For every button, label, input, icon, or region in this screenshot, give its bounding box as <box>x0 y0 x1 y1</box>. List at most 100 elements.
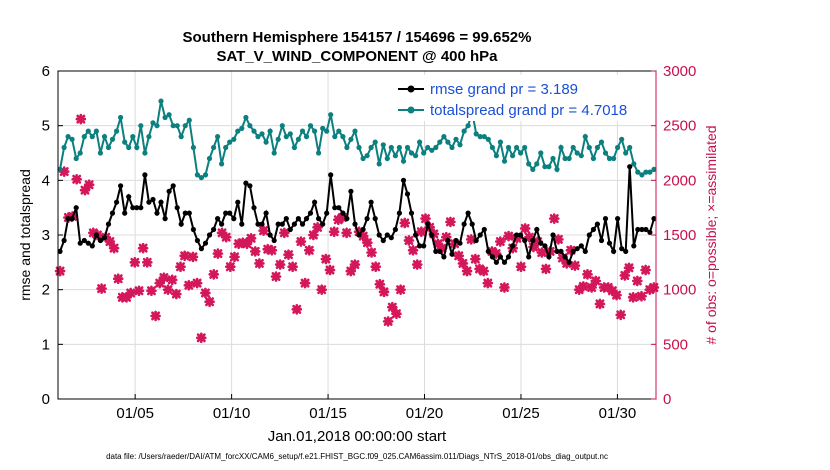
series-point <box>215 216 221 222</box>
obs-assimilated-marker <box>162 284 174 295</box>
series-point <box>316 150 322 156</box>
series-point <box>396 144 402 151</box>
series-point <box>85 240 91 246</box>
series-point <box>271 237 277 244</box>
series-point <box>453 136 459 142</box>
series-point <box>142 172 148 178</box>
series-point <box>158 199 164 205</box>
obs-assimilated-marker <box>175 261 186 273</box>
series-point <box>61 237 67 244</box>
series-point <box>255 221 261 227</box>
series-point <box>526 254 532 260</box>
series-point <box>122 210 128 216</box>
series-point <box>505 254 512 260</box>
series-point <box>611 248 617 254</box>
obs-assimilated-marker <box>611 289 622 301</box>
obs-assimilated-marker <box>528 241 539 253</box>
obs-assimilated-marker <box>357 230 369 242</box>
y-right-tick-label: 500 <box>663 336 688 353</box>
series-point <box>324 210 330 216</box>
obs-assimilated-marker <box>54 265 66 277</box>
series-point <box>130 205 136 211</box>
y-right-axis-label: # of obs: o=possible; ×=assimilated <box>703 125 719 344</box>
series-point <box>352 128 358 134</box>
series-point <box>554 248 560 254</box>
series-point <box>413 232 419 238</box>
obs-assimilated-marker <box>328 226 340 238</box>
series-rmse <box>57 164 657 265</box>
series-point <box>388 144 394 151</box>
obs-assimilated-marker <box>171 288 182 300</box>
series-point <box>647 169 653 175</box>
series-point <box>307 123 314 129</box>
series-point <box>336 128 342 134</box>
y-left-tick-label: 1 <box>42 336 50 353</box>
obs-assimilated-marker <box>636 290 647 302</box>
obs-assimilated-marker <box>366 247 377 258</box>
series-point <box>493 259 499 265</box>
obs-assimilated-marker <box>553 234 564 245</box>
series-point <box>61 144 67 151</box>
series-point <box>247 123 253 129</box>
series-point <box>57 166 63 172</box>
series-point <box>489 144 495 151</box>
series-point <box>231 216 237 222</box>
series-point <box>154 123 160 129</box>
obs-assimilated-marker <box>619 270 631 281</box>
series-point <box>348 136 354 142</box>
series-point <box>425 144 431 151</box>
obs-assimilated-marker <box>258 225 269 236</box>
series-point <box>227 139 233 145</box>
series-point <box>105 221 112 227</box>
obs-assimilated-marker <box>386 301 398 313</box>
series-point <box>134 144 140 151</box>
series-point <box>295 136 301 142</box>
obs-assimilated-marker <box>324 264 336 276</box>
series-point <box>457 142 463 148</box>
y-right-tick-label: 3000 <box>663 63 696 80</box>
series-point <box>396 210 402 216</box>
obs-assimilated-marker <box>225 261 236 273</box>
series-point <box>360 226 366 233</box>
series-point <box>574 246 580 252</box>
series-point <box>631 161 637 167</box>
series-totalspread <box>57 98 657 181</box>
obs-assimilated-marker <box>254 258 265 269</box>
series-point <box>166 188 172 194</box>
series-point <box>324 128 330 134</box>
y-left-tick-label: 5 <box>42 118 50 135</box>
series-point <box>126 194 132 200</box>
series-point <box>138 205 144 211</box>
obs-assimilated-marker <box>287 261 298 273</box>
series-point <box>283 134 289 140</box>
series-point <box>602 216 609 222</box>
obs-assimilated-marker <box>370 261 381 273</box>
series-point <box>473 131 479 137</box>
series-point <box>542 164 548 170</box>
obs-assimilated-marker <box>557 252 568 264</box>
series-point <box>93 128 99 134</box>
series-point <box>631 243 637 249</box>
series-point <box>77 150 83 156</box>
series-point <box>477 232 483 238</box>
series-point <box>445 139 451 145</box>
obs-assimilated-marker <box>582 269 593 280</box>
series-point <box>437 139 443 145</box>
obs-assimilated-marker <box>353 226 365 238</box>
series-point <box>598 139 605 145</box>
series-point <box>639 226 645 233</box>
obs-assimilated-marker <box>75 113 87 125</box>
series-point <box>105 144 112 151</box>
series-point <box>251 128 257 134</box>
y-left-tick-label: 0 <box>42 391 50 408</box>
y-left-tick-label: 4 <box>42 172 50 189</box>
obs-assimilated-marker <box>511 232 523 244</box>
series-line <box>59 166 655 265</box>
series-point <box>109 210 116 216</box>
series-point <box>530 237 536 244</box>
obs-assimilated-marker <box>58 166 70 177</box>
series-point <box>122 139 128 145</box>
series-point <box>449 144 455 151</box>
obs-assimilated-marker <box>490 248 502 259</box>
